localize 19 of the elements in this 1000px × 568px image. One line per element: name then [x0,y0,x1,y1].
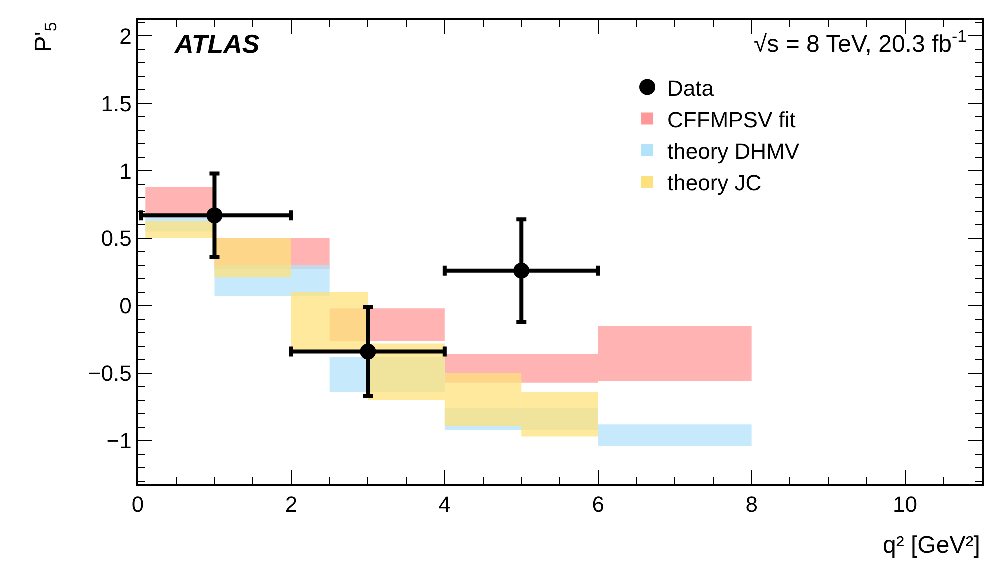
y-tick-label: 2 [120,24,132,49]
x-tick-label: 4 [438,492,452,518]
x-tick-label: 6 [592,492,604,518]
y-tick-label: 0 [120,294,132,319]
annotation: √s = 8 TeV, 20.3 fb$^{-1}$ [754,27,967,58]
legend-label: Data [668,76,715,101]
y-tick-label: 1.5 [101,91,132,116]
y-tick-label: −1 [106,428,132,454]
y-tick-label: 0.5 [101,226,132,252]
y-tick-label: −0.5 [88,361,132,386]
y-tick-label: 1 [120,158,132,184]
x-axis-title: q² [GeV²] [883,532,980,559]
x-tick-label: 10 [893,492,918,518]
annotation: ATLAS [174,29,260,59]
legend-label: theory JC [668,170,762,196]
x-tick-label: 2 [285,492,298,518]
legend-label: theory DHMV [668,138,800,164]
x-tick-label: 8 [746,492,758,518]
legend-label: CFFMPSV fit [668,107,796,132]
